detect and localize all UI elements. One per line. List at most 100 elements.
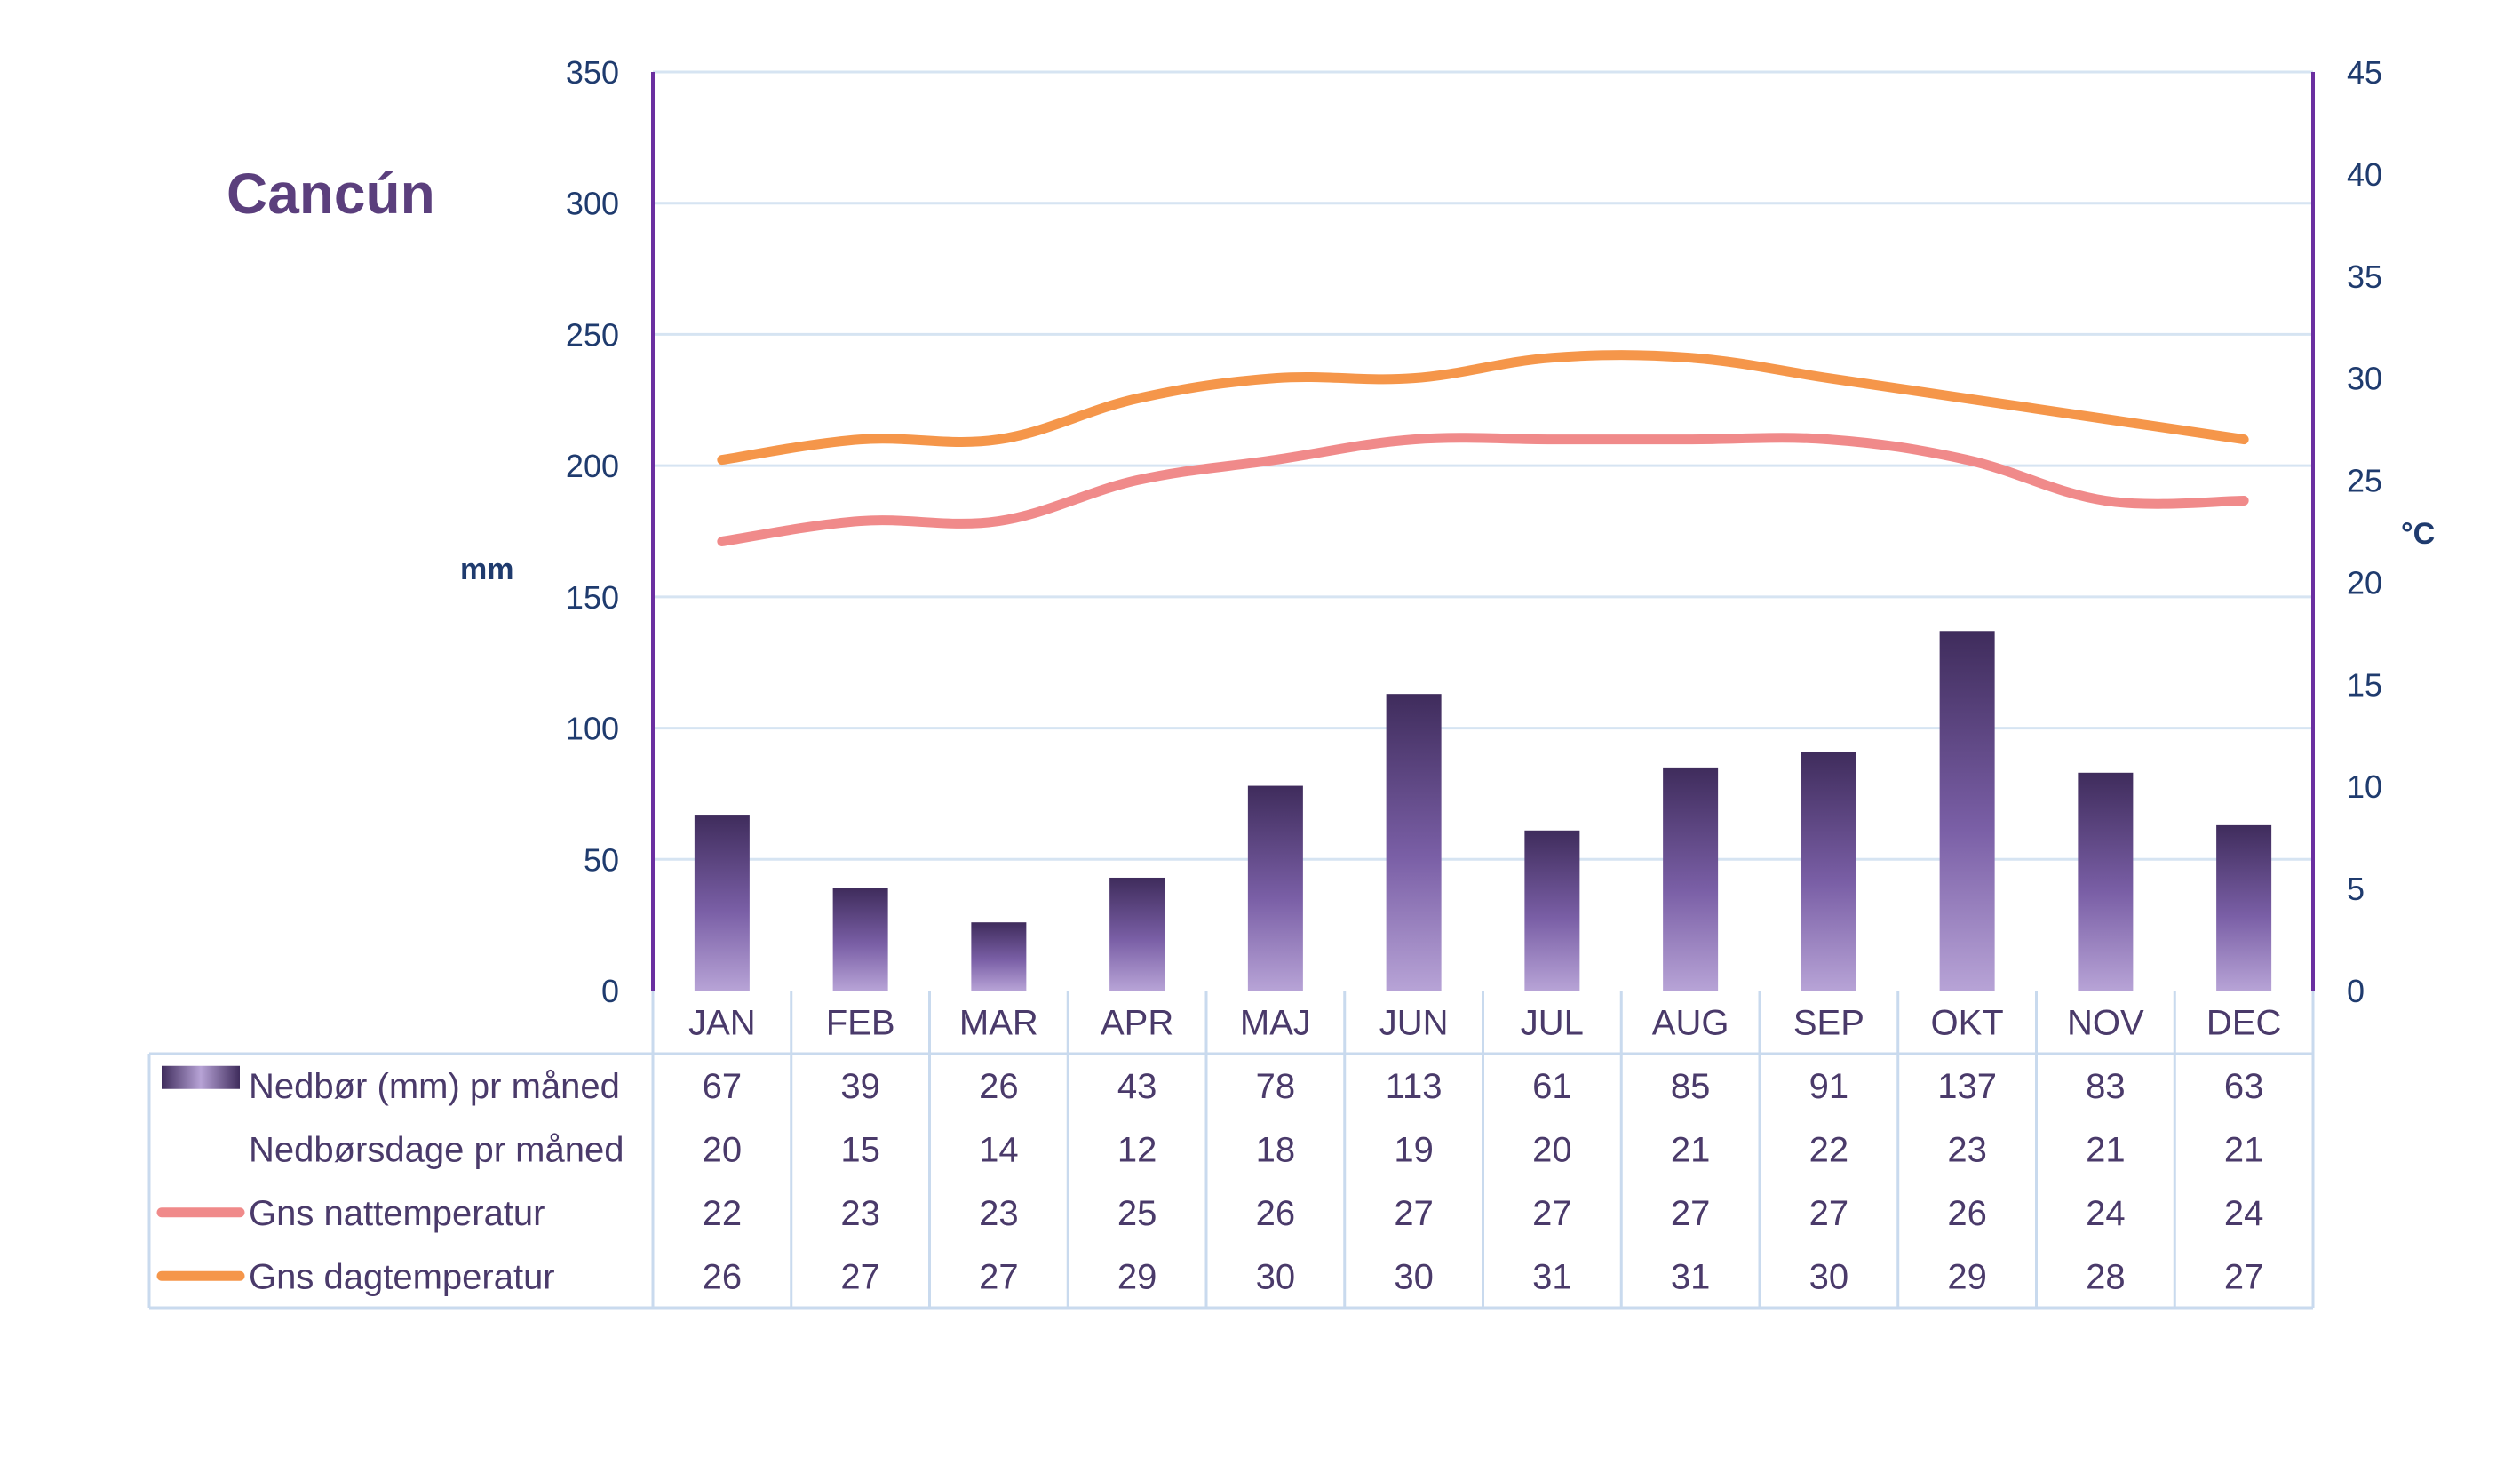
x-tick-label: JAN xyxy=(688,1004,756,1043)
right-tick-label: 15 xyxy=(2347,666,2382,703)
right-tick-label: 35 xyxy=(2347,259,2382,295)
table-cell: 19 xyxy=(1394,1130,1434,1169)
table-cell: 26 xyxy=(979,1067,1019,1106)
x-tick-label: OKT xyxy=(1931,1004,2004,1043)
table-cell: 27 xyxy=(1809,1194,1849,1233)
legend-label: Gns dagtemperatur xyxy=(249,1257,555,1296)
x-tick-label: AUG xyxy=(1652,1004,1729,1043)
x-tick-label: MAR xyxy=(959,1004,1038,1043)
table-cell: 29 xyxy=(1117,1257,1157,1296)
right-axis-ticks: 0 5 10 15 20 25 30 35 40 45 xyxy=(2347,54,2382,1009)
right-tick-label: 40 xyxy=(2347,156,2382,193)
table-cell: 30 xyxy=(1809,1257,1849,1296)
table-cell: 27 xyxy=(979,1257,1019,1296)
table-cell: 29 xyxy=(1947,1257,1987,1296)
table-cell: 85 xyxy=(1671,1067,1711,1106)
table-cell: 27 xyxy=(1394,1194,1434,1233)
right-tick-label: 20 xyxy=(2347,564,2382,601)
left-tick-label: 0 xyxy=(601,973,619,1009)
table-cell: 18 xyxy=(1256,1130,1296,1169)
table-cell: 27 xyxy=(2224,1257,2264,1296)
gridlines xyxy=(653,70,2313,861)
table-cell: 26 xyxy=(1256,1194,1296,1233)
x-tick-label: JUN xyxy=(1379,1004,1449,1043)
table-cell: 21 xyxy=(1671,1130,1711,1169)
table-cell: 91 xyxy=(1809,1067,1849,1106)
left-tick-label: 150 xyxy=(566,579,619,616)
table-cell: 31 xyxy=(1671,1257,1711,1296)
line-day-temp xyxy=(717,350,2249,466)
table-cell: 23 xyxy=(1947,1130,1987,1169)
table-cell: 67 xyxy=(703,1067,743,1106)
bar-sep xyxy=(1801,752,1856,991)
table-cell: 20 xyxy=(1532,1130,1572,1169)
table-cell: 25 xyxy=(1117,1194,1157,1233)
line-series xyxy=(717,350,2249,546)
table-cell: 63 xyxy=(2224,1067,2264,1106)
left-axis-label: mm xyxy=(460,553,513,586)
table-cell: 26 xyxy=(1947,1194,1987,1233)
right-tick-label: 0 xyxy=(2347,973,2365,1009)
x-tick-label: APR xyxy=(1101,1004,1173,1043)
bar-series xyxy=(694,631,2272,991)
table-cell: 21 xyxy=(2224,1130,2264,1169)
bar-feb xyxy=(832,888,888,991)
table-cell: 61 xyxy=(1532,1067,1572,1106)
left-tick-label: 350 xyxy=(566,54,619,91)
legend-label: Nedbør (mm) pr måned xyxy=(249,1067,620,1106)
table-cell: 78 xyxy=(1256,1067,1296,1106)
bar-nov xyxy=(2078,772,2134,991)
table-cell: 14 xyxy=(979,1130,1019,1169)
x-tick-label: JUL xyxy=(1521,1004,1584,1043)
bar-jan xyxy=(694,815,750,991)
bar-jul xyxy=(1524,830,1580,991)
right-axis-label: °C xyxy=(2401,517,2435,551)
left-tick-label: 300 xyxy=(566,186,619,222)
table-cell: 28 xyxy=(2086,1257,2126,1296)
table-cell: 23 xyxy=(979,1194,1019,1233)
legend-label: Nedbørsdage pr måned xyxy=(249,1130,624,1169)
bar-okt xyxy=(1939,631,1995,991)
table-cell: 22 xyxy=(1809,1130,1849,1169)
table-cell: 12 xyxy=(1117,1130,1157,1169)
left-tick-label: 250 xyxy=(566,316,619,353)
x-tick-label: FEB xyxy=(826,1004,895,1043)
bar-jun xyxy=(1386,694,1442,991)
table-cell: 30 xyxy=(1256,1257,1296,1296)
table-cell: 137 xyxy=(1937,1067,1997,1106)
right-tick-label: 5 xyxy=(2347,871,2365,907)
table-cell: 43 xyxy=(1117,1067,1157,1106)
table-cell: 24 xyxy=(2224,1194,2264,1233)
bar-apr xyxy=(1109,877,1165,991)
table-cell: 31 xyxy=(1532,1257,1572,1296)
axes xyxy=(651,72,2315,991)
left-tick-label: 100 xyxy=(566,711,619,747)
bar-dec xyxy=(2216,824,2272,991)
table-cell: 21 xyxy=(2086,1130,2126,1169)
table-cell: 26 xyxy=(703,1257,743,1296)
right-tick-label: 10 xyxy=(2347,768,2382,805)
left-tick-label: 200 xyxy=(566,448,619,484)
legend-label: Gns nattemperatur xyxy=(249,1194,545,1233)
x-tick-label: SEP xyxy=(1793,1004,1864,1043)
table-cell: 20 xyxy=(703,1130,743,1169)
x-tick-label: NOV xyxy=(2067,1004,2144,1043)
bar-maj xyxy=(1247,785,1303,991)
data-table: JAN FEB MAR APR MAJ JUN JUL AUG SEP OKT NOV DEC Nedb… xyxy=(147,991,2315,1310)
table-cell: 24 xyxy=(2086,1194,2126,1233)
table-cell: 83 xyxy=(2086,1067,2126,1106)
x-tick-label: DEC xyxy=(2206,1004,2281,1043)
table-cell: 113 xyxy=(1386,1067,1443,1106)
left-tick-label: 50 xyxy=(584,841,619,878)
table-cell: 27 xyxy=(1671,1194,1711,1233)
x-tick-label: MAJ xyxy=(1240,1004,1311,1043)
table-cell: 30 xyxy=(1394,1257,1434,1296)
right-tick-label: 25 xyxy=(2347,463,2382,499)
table-cell: 22 xyxy=(703,1194,743,1233)
line-night-temp xyxy=(717,433,2249,546)
bar-mar xyxy=(971,922,1027,991)
legend-marker xyxy=(162,1065,240,1089)
table-cell: 15 xyxy=(840,1130,880,1169)
right-tick-label: 30 xyxy=(2347,361,2382,397)
